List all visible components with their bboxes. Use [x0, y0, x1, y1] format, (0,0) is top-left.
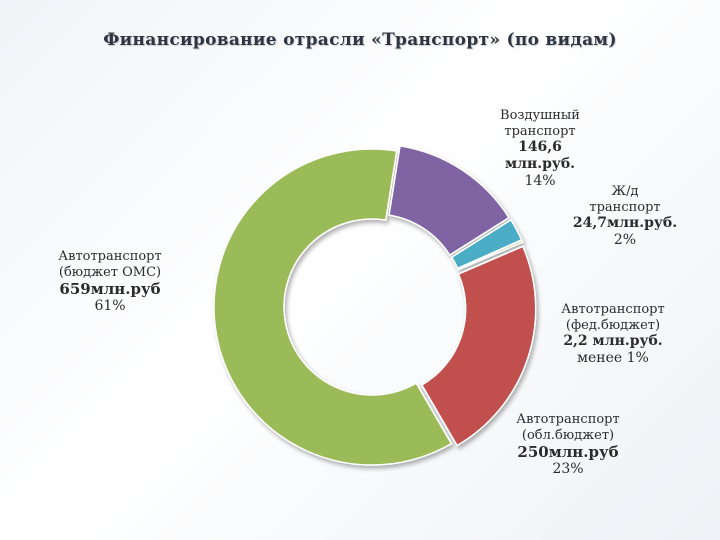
slice-air-transport: [388, 145, 510, 257]
label-rail-name-1: Ж/д: [611, 184, 639, 199]
label-oms-percent: 61%: [94, 298, 126, 315]
label-federal-name-2: (фед.бюджет): [565, 317, 661, 333]
slice-auto-regional: [420, 245, 537, 447]
label-auto-oms: Автотранспорт (бюджет ОМС) 659млн.руб 61…: [40, 249, 180, 315]
label-federal-value: 2,2 млн.руб.: [563, 333, 663, 350]
label-rail-name-2: транспорт: [589, 199, 661, 215]
label-air-value-2: млн.руб.: [504, 155, 576, 172]
label-oms-value: 659млн.руб: [59, 280, 161, 299]
chart-title: Финансирование отрасли «Транспорт» (по в…: [103, 30, 617, 50]
label-oms-name-2: (бюджет ОМС): [58, 264, 162, 280]
label-oms-name-1: Автотранспорт: [58, 249, 162, 264]
label-regional-percent: 23%: [552, 461, 584, 478]
slice-auto-oms: [213, 148, 453, 466]
label-air-percent: 14%: [524, 172, 556, 189]
label-air-transport: Воздушный транспорт 146,6 млн.руб. 14%: [470, 108, 610, 190]
label-air-name-2: транспорт: [504, 123, 576, 139]
slice-auto-federal: [456, 239, 524, 271]
label-federal-percent: менее 1%: [577, 349, 649, 366]
label-rail-percent: 2%: [613, 231, 637, 248]
label-auto-regional: Автотранспорт (обл.бюджет) 250млн.руб 23…: [498, 412, 638, 478]
label-air-name-1: Воздушный: [500, 108, 580, 123]
label-auto-federal: Автотранспорт (фед.бюджет) 2,2 млн.руб. …: [538, 302, 688, 367]
label-regional-name-2: (обл.бюджет): [521, 427, 615, 443]
label-rail-transport: Ж/д транспорт 24,7млн.руб. 2%: [560, 184, 690, 249]
label-rail-value: 24,7млн.руб.: [572, 215, 678, 232]
label-federal-name-1: Автотранспорт: [561, 302, 665, 317]
label-regional-value: 250млн.руб: [517, 443, 619, 462]
label-regional-name-1: Автотранспорт: [516, 412, 620, 427]
label-air-value-1: 146,6: [518, 139, 562, 156]
